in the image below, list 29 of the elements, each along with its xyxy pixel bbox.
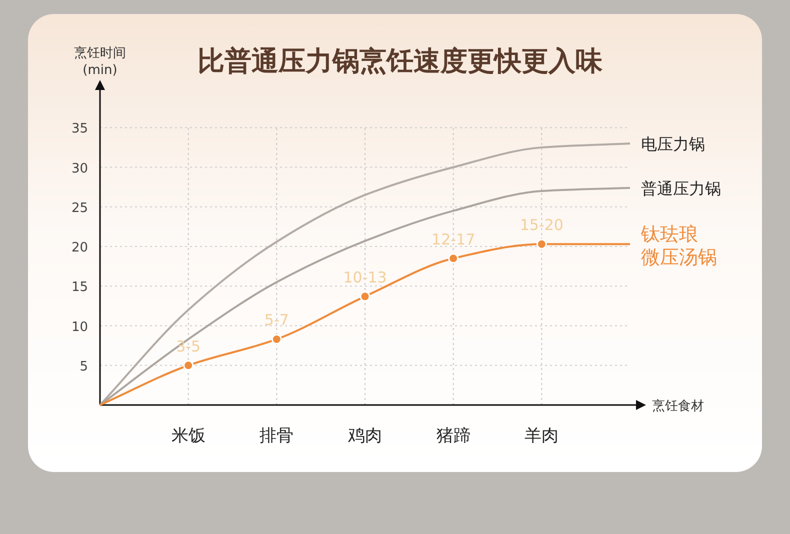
data-label: 15-20	[520, 216, 564, 234]
series-label: 电压力锅	[641, 134, 705, 154]
data-label: 3-5	[176, 337, 201, 356]
series-label: 普通压力锅	[641, 178, 721, 198]
x-tick-label: 排骨	[260, 426, 294, 446]
y-tick-label: 5	[80, 359, 88, 374]
y-tick-label: 15	[71, 280, 88, 296]
y-tick-label: 25	[71, 200, 88, 216]
x-tick-label: 羊肉	[524, 426, 559, 446]
x-axis-title: 烹饪食材	[652, 398, 704, 414]
y-axis-title: 烹饪时间 (min)	[74, 45, 126, 78]
point	[360, 291, 370, 302]
x-tick-label: 猪蹄	[436, 426, 470, 446]
data-label: 12-17	[432, 230, 476, 248]
point	[183, 360, 194, 371]
x-tick-label: 米饭	[171, 426, 206, 446]
point	[536, 238, 547, 250]
y-tick-label: 30	[71, 161, 88, 176]
data-label: 5-7	[264, 311, 289, 330]
data-label: 10-13	[343, 268, 387, 286]
point	[448, 253, 459, 264]
x-tick-label: 鸡肉	[347, 426, 382, 446]
chart-title: 比普通压力锅烹饪速度更快更入味	[198, 46, 604, 77]
y-tick-label: 10	[71, 320, 88, 335]
point	[271, 334, 282, 344]
y-tick-label: 20	[71, 240, 88, 256]
line-series	[99, 142, 631, 406]
y-tick-label: 35	[71, 122, 88, 137]
series-label: 钛珐琅微压汤锅	[640, 224, 717, 269]
